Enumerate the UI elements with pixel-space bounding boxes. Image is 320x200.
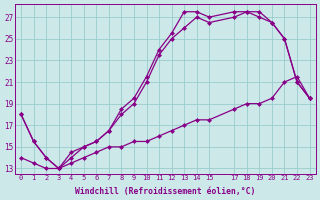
X-axis label: Windchill (Refroidissement éolien,°C): Windchill (Refroidissement éolien,°C) bbox=[75, 187, 255, 196]
